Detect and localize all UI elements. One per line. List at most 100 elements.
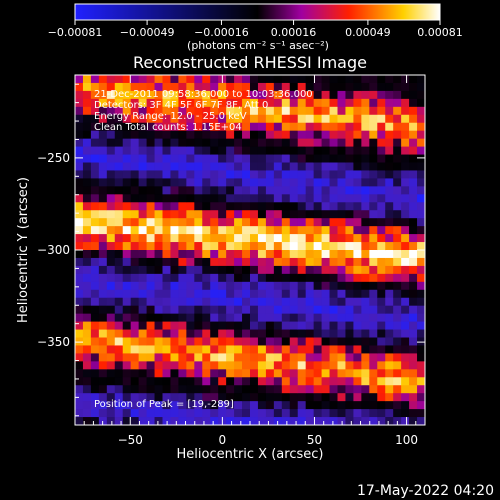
heatmap-cell	[138, 170, 147, 179]
heatmap-cell	[90, 377, 100, 386]
heatmap-cell	[178, 250, 187, 259]
heatmap-cell	[337, 337, 346, 346]
heatmap-cell	[162, 401, 171, 410]
heatmap-cell	[146, 98, 155, 108]
heatmap-cell	[377, 401, 386, 410]
heatmap-cell	[337, 162, 346, 171]
heatmap-cell	[90, 106, 100, 116]
heatmap-cell	[234, 377, 243, 386]
heatmap-cell	[353, 329, 362, 338]
heatmap-cell	[202, 401, 211, 410]
heatmap-cell	[146, 281, 155, 291]
heatmap-cell	[281, 82, 291, 92]
heatmap-cell	[313, 337, 322, 346]
heatmap-cell	[242, 321, 251, 330]
heatmap-cell	[377, 138, 386, 147]
heatmap-cell	[409, 417, 418, 425]
heatmap-cell	[242, 114, 251, 124]
heatmap-cell	[321, 170, 330, 179]
heatmap-cell	[242, 186, 251, 195]
heatmap-cell	[186, 218, 195, 227]
annotation-time-range: 21-Dec-2011 09:58:36.000 to 10:03:36.000	[94, 89, 313, 100]
heatmap-cell	[297, 98, 307, 108]
heatmap-cell	[353, 345, 362, 354]
heatmap-cell	[146, 345, 155, 354]
heatmap-cell	[154, 385, 163, 394]
heatmap-cell	[250, 154, 259, 163]
x-tick-label: 0	[219, 433, 227, 447]
heatmap-cell	[194, 114, 203, 124]
heatmap-cell	[130, 114, 140, 124]
heatmap-cell	[75, 98, 84, 108]
heatmap-cell	[281, 345, 291, 354]
heatmap-cell	[257, 170, 267, 179]
heatmap-cell	[202, 106, 211, 116]
heatmap-cell	[178, 409, 187, 418]
heatmap-cell	[234, 417, 243, 425]
y-tick-label: −350	[37, 335, 70, 349]
x-axis-label: Heliocentric X (arcsec)	[177, 447, 324, 462]
heatmap-cell	[321, 146, 330, 155]
heatmap-cell	[345, 393, 354, 402]
heatmap-cell	[122, 170, 132, 179]
heatmap-cell	[75, 242, 84, 251]
heatmap-cell	[122, 297, 132, 307]
heatmap-cell	[90, 297, 100, 307]
heatmap-cell	[305, 353, 315, 362]
heatmap-cell	[106, 257, 116, 267]
heatmap-cell	[417, 170, 425, 179]
heatmap-cell	[265, 361, 275, 370]
heatmap-cell	[289, 393, 299, 402]
heatmap-cell	[82, 257, 92, 267]
heatmap-cell	[321, 250, 330, 259]
heatmap-cell	[305, 226, 315, 235]
heatmap-cell	[305, 281, 315, 291]
heatmap-cell	[265, 313, 275, 322]
heatmap-cell	[385, 353, 394, 362]
heatmap-cell	[385, 417, 394, 425]
heatmap-cell	[75, 393, 84, 402]
heatmap-cell	[281, 369, 291, 378]
heatmap-cell	[106, 321, 116, 330]
heatmap-cell	[122, 130, 132, 140]
heatmap-cell	[393, 194, 402, 203]
heatmap-cell	[377, 154, 386, 163]
heatmap-cell	[417, 409, 425, 418]
heatmap-cell	[345, 114, 354, 124]
heatmap-cell	[75, 345, 84, 354]
heatmap-cell	[98, 305, 108, 315]
heatmap-cell	[265, 210, 275, 219]
heatmap-cell	[114, 106, 124, 116]
heatmap-cell	[273, 409, 283, 418]
heatmap-cell	[186, 114, 195, 124]
heatmap-cell	[162, 242, 171, 251]
heatmap-cell	[401, 329, 410, 338]
heatmap-cell	[329, 186, 338, 195]
heatmap-cell	[130, 138, 140, 147]
heatmap-cell	[321, 401, 330, 410]
heatmap-cell	[146, 385, 155, 394]
heatmap-cell	[162, 130, 171, 140]
heatmap-cell	[250, 337, 259, 346]
heatmap-cell	[393, 122, 402, 132]
heatmap-cell	[162, 297, 171, 307]
heatmap-cell	[186, 75, 195, 84]
heatmap-cell	[122, 162, 132, 171]
heatmap-cell	[186, 226, 195, 235]
heatmap-cell	[281, 154, 291, 163]
heatmap-cell	[210, 273, 219, 283]
heatmap-cell	[170, 377, 179, 386]
heatmap-cell	[337, 194, 346, 203]
heatmap-cell	[98, 401, 108, 410]
heatmap-cell	[146, 321, 155, 330]
heatmap-cell	[353, 146, 362, 155]
heatmap-cell	[130, 409, 140, 418]
heatmap-cell	[409, 257, 418, 267]
heatmap-cell	[250, 353, 259, 362]
heatmap-cell	[82, 75, 92, 84]
heatmap-cell	[194, 106, 203, 116]
heatmap-cell	[265, 218, 275, 227]
heatmap-cell	[417, 257, 425, 267]
heatmap-cell	[393, 401, 402, 410]
heatmap-cell	[186, 305, 195, 315]
